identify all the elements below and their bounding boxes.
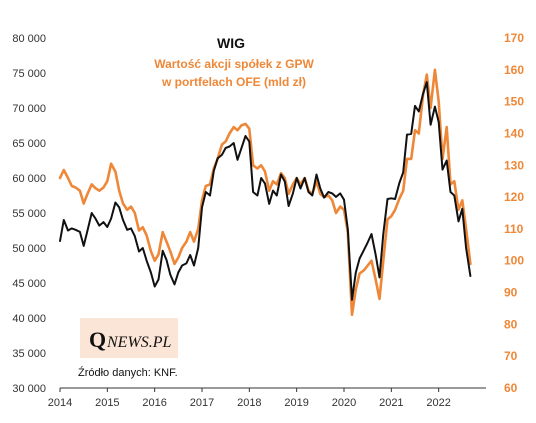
right-tick-label: 170 — [504, 31, 524, 45]
right-tick-label: 150 — [504, 95, 524, 109]
logo-text: NEWS.PL — [106, 334, 172, 351]
right-tick-label: 60 — [504, 381, 518, 395]
right-tick-label: 80 — [504, 317, 518, 331]
ofe-series-line — [58, 68, 472, 317]
left-tick-label: 60 000 — [12, 173, 46, 185]
right-tick-label: 120 — [504, 190, 524, 204]
x-tick-label: 2021 — [379, 397, 403, 409]
left-tick-label: 40 000 — [12, 313, 46, 325]
x-tick-label: 2015 — [95, 397, 119, 409]
x-tick-label: 2014 — [48, 397, 72, 409]
right-tick-label: 70 — [504, 349, 518, 363]
left-tick-label: 55 000 — [12, 208, 46, 220]
x-tick-label: 2019 — [284, 397, 308, 409]
right-tick-label: 100 — [504, 254, 524, 268]
left-tick-label: 45 000 — [12, 278, 46, 290]
right-tick-label: 110 — [504, 222, 524, 236]
right-tick-label: 140 — [504, 126, 524, 140]
source-note: Źródło danych: KNF. — [78, 366, 178, 379]
left-tick-label: 75 000 — [12, 68, 46, 80]
x-tick-label: 2022 — [426, 397, 450, 409]
wig-series-line — [59, 81, 472, 301]
right-tick-label: 90 — [504, 286, 518, 300]
left-tick-label: 30 000 — [12, 383, 46, 395]
left-tick-label: 35 000 — [12, 348, 46, 360]
x-tick-label: 2020 — [332, 397, 356, 409]
x-tick-label: 2018 — [237, 397, 261, 409]
chart-title: WIG — [217, 35, 245, 51]
left-tick-label: 80 000 — [12, 33, 46, 45]
logo-q: Q — [89, 327, 106, 352]
chart-subtitle-line-2: w portfelach OFE (mld zł) — [161, 75, 306, 89]
x-tick-label: 2017 — [190, 397, 214, 409]
logo-background — [80, 318, 178, 358]
right-tick-label: 160 — [504, 63, 524, 77]
right-tick-label: 130 — [504, 158, 524, 172]
left-tick-label: 50 000 — [12, 243, 46, 255]
left-tick-label: 70 000 — [12, 103, 46, 115]
chart-subtitle-line-1: Wartość akcji spółek z GPW — [154, 57, 314, 71]
left-tick-label: 65 000 — [12, 138, 46, 150]
x-tick-label: 2016 — [142, 397, 166, 409]
